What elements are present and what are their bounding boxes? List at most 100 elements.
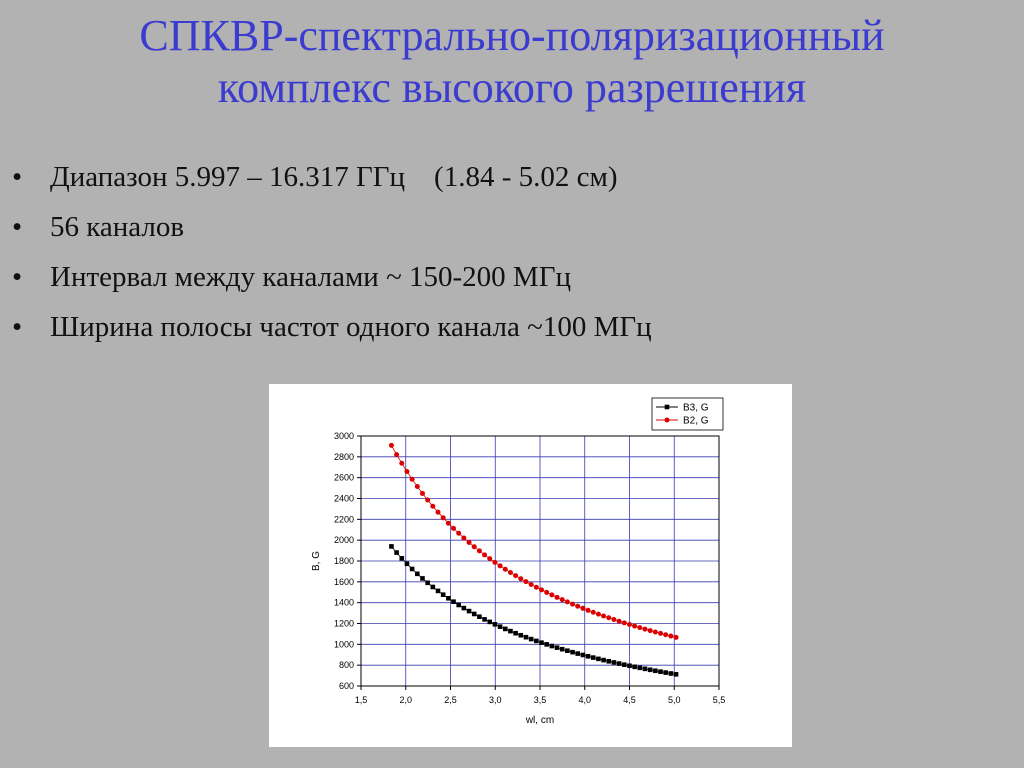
data-point-square: [513, 630, 518, 636]
data-point-circle: [637, 625, 643, 631]
data-point-square: [616, 661, 622, 666]
data-point-square: [673, 672, 679, 677]
data-point-square: [539, 640, 544, 645]
data-point-circle: [658, 630, 664, 636]
bullet-item: • Диапазон 5.997 – 16.317 ГГц (1.84 - 5.0…: [12, 152, 652, 202]
data-point-circle: [611, 617, 617, 623]
data-point-circle: [673, 634, 679, 640]
data-point-circle: [647, 628, 653, 634]
data-point-square: [658, 669, 663, 674]
y-tick-label: 2800: [334, 452, 354, 462]
slide-title: СПКВР-спектрально-поляризационный компле…: [0, 10, 1024, 114]
data-point-square: [425, 580, 430, 586]
data-point-square: [601, 657, 606, 663]
data-point-circle: [409, 476, 415, 482]
data-point-circle: [404, 468, 410, 474]
data-point-square: [482, 617, 487, 622]
title-line-1: СПКВР-спектрально-поляризационный: [139, 11, 885, 60]
y-tick-label: 600: [339, 681, 354, 691]
y-tick-label: 1600: [334, 577, 354, 587]
data-point-square: [420, 576, 425, 581]
data-point-square: [446, 595, 451, 601]
data-point-square: [492, 622, 498, 627]
bullet-item: • Ширина полосы частот одного канала ~100…: [12, 302, 652, 352]
data-point-square: [394, 550, 399, 555]
data-point-circle: [564, 599, 570, 605]
x-tick-label: 3,5: [534, 695, 547, 705]
data-point-circle: [606, 615, 612, 621]
bullet-list: • Диапазон 5.997 – 16.317 ГГц (1.84 - 5.0…: [12, 152, 652, 352]
data-point-square: [642, 666, 648, 672]
y-tick-label: 2600: [334, 473, 354, 483]
data-point-circle: [507, 570, 513, 576]
data-point-circle: [559, 597, 565, 603]
y-tick-label: 1200: [334, 619, 354, 629]
data-point-square: [399, 556, 405, 561]
data-point-square: [415, 571, 420, 577]
data-point-square: [606, 658, 612, 664]
data-point-square: [637, 665, 643, 671]
legend-label: B3, G: [683, 403, 709, 414]
chart-container: 1,5 2,0 2,5 3,0 3,5 4,0 4,5 5,0 5,5 600 800 1000 120…: [269, 384, 792, 747]
data-point-circle: [414, 484, 420, 490]
data-point-square: [528, 636, 534, 642]
data-point-circle: [544, 589, 550, 595]
x-tick-label: 1,5: [355, 695, 368, 705]
bullet-dot: •: [12, 311, 23, 343]
series-line: [391, 546, 677, 675]
data-point-circle: [518, 576, 524, 582]
data-point-circle: [456, 530, 462, 536]
x-tick-label: 2,0: [399, 695, 412, 705]
data-point-circle: [466, 539, 472, 545]
data-point-square: [456, 602, 462, 608]
data-point-circle: [394, 452, 400, 458]
data-point-circle: [419, 490, 425, 496]
data-point-square: [653, 668, 658, 674]
data-point-circle: [425, 497, 431, 503]
data-point-circle: [652, 629, 658, 635]
plot-frame: [360, 435, 720, 687]
y-tick-label: 1800: [334, 556, 354, 566]
data-point-circle: [461, 535, 467, 541]
data-point-circle: [399, 460, 405, 466]
x-tick-label: 5,5: [713, 695, 726, 705]
bullet-dot: •: [12, 211, 23, 243]
data-point-square: [585, 654, 591, 659]
x-tick-label: 2,5: [444, 695, 457, 705]
data-point-square: [523, 634, 529, 640]
data-point-square: [554, 645, 560, 650]
data-point-circle: [632, 623, 638, 629]
data-point-square: [596, 656, 601, 662]
data-point-square: [559, 646, 565, 652]
data-point-square: [621, 662, 627, 667]
data-point-circle: [471, 544, 477, 550]
data-point-circle: [482, 552, 488, 558]
data-point-square: [461, 605, 467, 611]
data-point-square: [518, 632, 524, 638]
data-point-square: [477, 614, 482, 620]
title-line-2: комплекс высокого разрешения: [217, 63, 807, 112]
data-point-circle: [435, 509, 441, 515]
x-axis-label: wl, cm: [525, 715, 554, 726]
data-point-circle: [528, 581, 534, 587]
data-point-square: [534, 638, 539, 644]
data-point-square: [575, 651, 581, 656]
legend-box: [651, 397, 724, 431]
data-point-square: [668, 671, 674, 676]
data-point-square: [544, 642, 549, 647]
data-point-circle: [585, 607, 591, 613]
data-point-circle: [440, 515, 446, 521]
data-point-circle: [616, 618, 622, 624]
chart-svg: 1,5 2,0 2,5 3,0 3,5 4,0 4,5 5,0 5,5 600 800 1000 120…: [311, 397, 726, 726]
data-point-square: [663, 670, 668, 675]
data-point-square: [549, 643, 555, 649]
data-point-circle: [492, 559, 498, 565]
bullet-text: Интервал между каналами ~ 150-200 МГц: [50, 261, 571, 293]
y-tick-label: 3000: [334, 431, 354, 441]
data-point-circle: [533, 584, 539, 590]
data-point-circle: [601, 613, 607, 619]
data-point-square: [647, 667, 653, 673]
bullet-text: 56 каналов: [50, 211, 185, 243]
data-point-square: [409, 566, 415, 572]
data-point-circle: [487, 556, 493, 562]
